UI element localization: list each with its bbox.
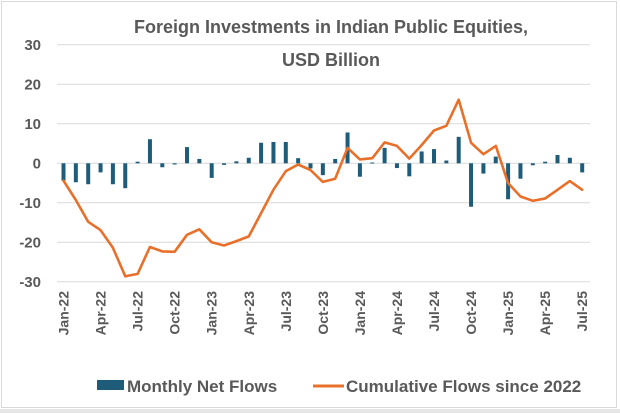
bar bbox=[259, 142, 264, 164]
bar bbox=[444, 160, 449, 164]
y-tick-label: -30 bbox=[19, 274, 41, 291]
bar bbox=[320, 163, 325, 176]
bar bbox=[172, 163, 177, 165]
legend: Monthly Net Flows Cumulative Flows since… bbox=[97, 377, 581, 396]
bar bbox=[296, 158, 301, 164]
legend-swatch-bars bbox=[97, 380, 124, 390]
bar bbox=[61, 163, 66, 181]
bar bbox=[481, 163, 486, 174]
bar bbox=[160, 163, 165, 168]
y-tick-label: 30 bbox=[24, 37, 41, 54]
bar bbox=[234, 161, 239, 164]
bar bbox=[98, 163, 103, 173]
bar bbox=[271, 141, 276, 164]
bar bbox=[123, 163, 128, 189]
x-tick-label: Jul-24 bbox=[426, 291, 442, 332]
y-tick-label: -10 bbox=[19, 195, 41, 212]
x-tick-label: Jul-22 bbox=[130, 291, 146, 332]
x-tick-label: Jul-25 bbox=[574, 291, 590, 332]
x-tick-label: Jan-25 bbox=[500, 291, 516, 336]
x-tick-label: Apr-22 bbox=[93, 291, 109, 336]
x-tick-label: Jan-24 bbox=[352, 291, 368, 336]
bar bbox=[370, 162, 375, 164]
bar bbox=[86, 163, 91, 185]
bar bbox=[135, 161, 140, 164]
x-axis-ticks: Jan-22 Apr-22 Jul-22 Oct-22 Jan-23 Apr-23 Jul-… bbox=[56, 291, 591, 336]
bar bbox=[357, 163, 362, 177]
bar bbox=[382, 147, 387, 164]
y-axis-ticks: 30 20 10 0 -10 -20 -30 bbox=[19, 37, 41, 291]
x-tick-label: Oct-23 bbox=[315, 291, 331, 335]
bar bbox=[308, 163, 313, 169]
bar bbox=[197, 158, 202, 164]
legend-label-line: Cumulative Flows since 2022 bbox=[346, 377, 581, 396]
x-tick-label: Apr-24 bbox=[389, 291, 405, 336]
bar bbox=[110, 163, 115, 185]
x-tick-label: Jan-23 bbox=[204, 291, 220, 336]
bar bbox=[469, 163, 474, 207]
bar bbox=[432, 149, 436, 164]
bar bbox=[283, 141, 288, 164]
bar bbox=[407, 163, 412, 177]
bar bbox=[456, 136, 461, 164]
bar bbox=[222, 163, 227, 165]
line-series bbox=[62, 98, 584, 278]
bar bbox=[185, 147, 189, 164]
bar bbox=[543, 161, 548, 164]
bar bbox=[580, 163, 585, 173]
y-tick-label: -20 bbox=[19, 234, 41, 251]
y-tick-label: 10 bbox=[24, 116, 41, 133]
x-tick-label: Jan-22 bbox=[56, 291, 72, 336]
bar bbox=[73, 163, 78, 183]
bar bbox=[555, 155, 560, 164]
bar bbox=[567, 157, 572, 164]
y-tick-label: 0 bbox=[33, 155, 41, 172]
bar bbox=[394, 163, 399, 169]
legend-label-bars: Monthly Net Flows bbox=[127, 377, 277, 396]
cumulative-line bbox=[62, 98, 584, 278]
x-tick-label: Jul-23 bbox=[278, 291, 294, 332]
chart-subtitle: USD Billion bbox=[282, 50, 380, 70]
bar bbox=[518, 163, 523, 179]
bar bbox=[530, 163, 535, 166]
x-tick-label: Oct-22 bbox=[167, 291, 183, 335]
bar bbox=[147, 139, 152, 164]
bottom-strip bbox=[0, 409, 620, 413]
bar-series bbox=[61, 132, 585, 207]
chart-frame bbox=[1, 1, 617, 408]
x-tick-label: Apr-23 bbox=[241, 291, 257, 336]
x-tick-label: Apr-25 bbox=[537, 291, 553, 336]
bar bbox=[419, 151, 424, 164]
bar bbox=[333, 158, 338, 164]
bar bbox=[209, 163, 214, 178]
x-tick-label: Oct-24 bbox=[463, 291, 479, 335]
chart-title: Foreign Investments in Indian Public Equ… bbox=[134, 17, 528, 37]
bar bbox=[246, 157, 251, 164]
bar bbox=[493, 156, 498, 164]
y-tick-label: 20 bbox=[24, 76, 41, 93]
